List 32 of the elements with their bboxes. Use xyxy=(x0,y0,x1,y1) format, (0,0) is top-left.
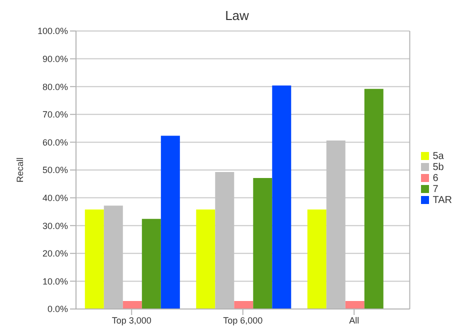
y-tick-label: 0.0% xyxy=(47,304,68,314)
legend-label: TAR xyxy=(432,194,452,206)
y-tick-label: 60.0% xyxy=(42,137,68,148)
bar xyxy=(196,209,216,309)
legend-label: 6 xyxy=(432,172,438,184)
x-tick-label: Top 3,000 xyxy=(112,315,152,326)
bar xyxy=(234,300,254,309)
bar xyxy=(253,178,272,309)
bar xyxy=(307,209,326,309)
y-tick-label: 80.0% xyxy=(42,82,68,92)
y-tick-label: 40.0% xyxy=(42,192,68,203)
x-tick-label: Top 6,000 xyxy=(223,315,263,326)
bar xyxy=(122,300,142,309)
legend-label: 7 xyxy=(432,184,438,194)
bar xyxy=(345,300,364,309)
x-tick-label: All xyxy=(349,315,360,326)
bar xyxy=(364,88,384,309)
y-tick-label: 70.0% xyxy=(42,110,68,120)
y-tick-label: 50.0% xyxy=(42,165,68,176)
y-tick-label: 100.0% xyxy=(37,26,68,36)
y-axis-title: Recall xyxy=(15,157,26,183)
y-tick-label: 90.0% xyxy=(42,54,68,64)
y-tick-label: 30.0% xyxy=(42,220,68,231)
bar xyxy=(142,218,161,309)
bar xyxy=(84,209,104,309)
legend-label: 5b xyxy=(432,162,444,172)
legend-label: 5a xyxy=(432,150,444,162)
y-tick-label: 10.0% xyxy=(42,276,68,286)
chart-title: Law xyxy=(224,8,250,23)
bar xyxy=(272,85,292,309)
y-tick-label: 20.0% xyxy=(42,248,68,259)
bar xyxy=(160,136,180,309)
